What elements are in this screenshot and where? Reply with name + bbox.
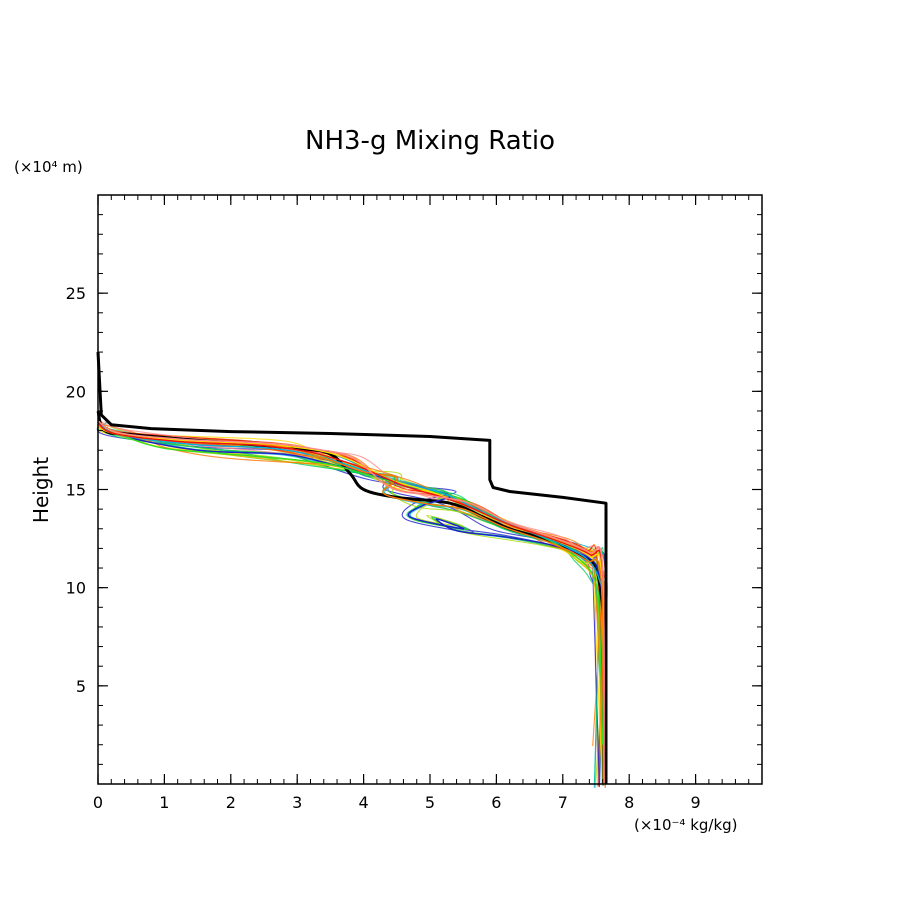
x-tick-label: 8 (624, 793, 634, 812)
series-line-member-cyan (97, 422, 605, 785)
y-tick-label: 20 (66, 382, 86, 401)
ensemble-member-line (97, 426, 607, 788)
ensemble-member-line (98, 423, 606, 785)
plot-frame (97, 194, 763, 785)
x-tick-label: 7 (558, 793, 568, 812)
x-tick-label: 0 (93, 793, 103, 812)
x-tick-label: 4 (359, 793, 369, 812)
series-layer (96, 352, 609, 788)
x-tick-label: 3 (292, 793, 302, 812)
series-line-member-pink (97, 420, 605, 785)
ensemble-member-line (96, 424, 607, 784)
x-tick-label: 5 (425, 793, 435, 812)
x-tick-label: 6 (491, 793, 501, 812)
x-unit-label: (×10⁻⁴ kg/kg) (634, 816, 738, 834)
ensemble-member-line (99, 423, 603, 786)
ensemble-member-line (97, 426, 607, 783)
x-tick-label: 9 (691, 793, 701, 812)
ensemble-member-line (97, 423, 606, 784)
x-tick-label: 1 (159, 793, 169, 812)
y-tick-label: 15 (66, 481, 86, 500)
chart-title: NH3-g Mixing Ratio (305, 126, 555, 156)
y-tick-label: 5 (76, 677, 86, 696)
series-line-member-orange (97, 424, 605, 785)
y-unit-label: (×10⁴ m) (14, 158, 83, 176)
ensemble-member-line (99, 424, 604, 785)
ensemble-member-line (99, 423, 604, 786)
ensemble-member-line (105, 428, 600, 788)
series-line-member-blue (97, 420, 606, 785)
y-axis-label: Height (29, 457, 53, 523)
x-tick-label: 2 (226, 793, 236, 812)
ensemble-member-line (99, 424, 603, 783)
series-line-reference-upper (96, 352, 608, 784)
ensemble-member-line (97, 423, 606, 785)
y-tick-label: 10 (66, 579, 86, 598)
series-line-member-yellow (97, 422, 605, 785)
y-tick-label: 25 (66, 284, 86, 303)
